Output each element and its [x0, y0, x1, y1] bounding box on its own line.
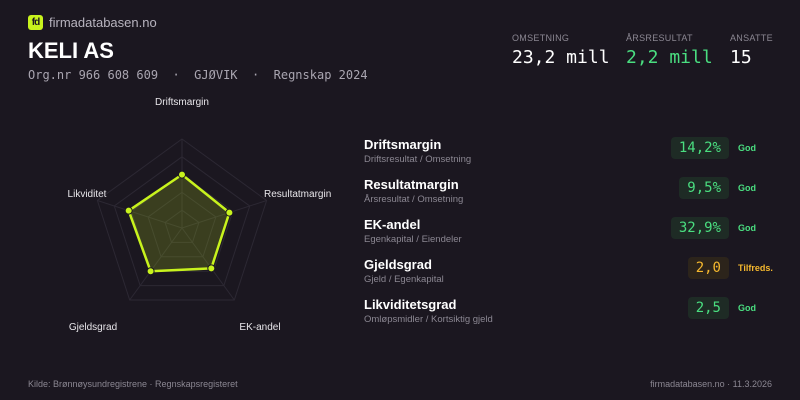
- kpi-value: 15: [730, 47, 752, 68]
- kpi-ansatte: ANSATTE 15: [730, 33, 773, 68]
- metric-name: EK-andel: [364, 217, 421, 232]
- radar-axis-label: Resultatmargin: [264, 189, 331, 200]
- metric-value-badge: 9,5%: [679, 177, 729, 199]
- metric-value-badge: 2,5: [687, 297, 729, 319]
- radar-axis-label: Driftsmargin: [155, 97, 209, 108]
- radar-grid-ring: [147, 191, 217, 258]
- radar-grid-ring: [96, 138, 268, 301]
- radar-spoke: [97, 200, 183, 229]
- radar-grid-ring: [130, 173, 234, 272]
- kpi-omsetning: OMSETNING 23,2 mill: [512, 33, 610, 68]
- radar-axis-label: Gjeldsgrad: [69, 322, 117, 333]
- metric-status: Tilfreds.: [738, 263, 773, 273]
- footer-site: firmadatabasen.no · 11.3.2026: [650, 379, 772, 389]
- radar-axis-label: EK-andel: [239, 322, 280, 333]
- metric-status: God: [738, 143, 756, 153]
- kpi-label: ANSATTE: [730, 33, 773, 43]
- radar-point: [146, 267, 155, 276]
- radar-point: [178, 170, 186, 179]
- radar-grid-ring: [113, 156, 251, 287]
- metric-formula: Egenkapital / Eiendeler: [364, 234, 462, 245]
- metric-formula: Omløpsmidler / Kortsiktig gjeld: [364, 314, 493, 325]
- metric-value-badge: 2,0: [687, 257, 729, 279]
- radar-spoke: [129, 227, 183, 301]
- metric-status: God: [738, 223, 756, 233]
- company-name: KELI AS: [28, 38, 114, 63]
- metric-name: Gjeldsgrad: [364, 257, 432, 272]
- metric-value-badge: 32,9%: [670, 217, 729, 239]
- radar-point: [207, 264, 216, 273]
- kpi-label: ÅRSRESULTAT: [626, 33, 693, 43]
- radar-spoke: [181, 200, 267, 229]
- kpi-arsresultat: ÅRSRESULTAT 2,2 mill: [626, 33, 713, 68]
- kpi-value: 2,2 mill: [626, 47, 713, 68]
- radar-spoke: [181, 227, 235, 301]
- metric-row: EK-andel Egenkapital / Eiendeler 32,9% G…: [364, 217, 784, 251]
- kpi-value: 23,2 mill: [512, 47, 610, 68]
- metric-status: God: [738, 183, 756, 193]
- radar-axis-label: Likviditet: [68, 189, 107, 200]
- radar-point: [124, 206, 133, 215]
- metric-value-badge: 14,2%: [670, 137, 729, 159]
- metric-formula: Driftsresultat / Omsetning: [364, 154, 472, 165]
- metric-status: God: [738, 303, 756, 313]
- metric-row: Resultatmargin Årsresultat / Omsetning 9…: [364, 177, 784, 211]
- metric-name: Resultatmargin: [364, 177, 459, 192]
- metric-row: Likviditetsgrad Omløpsmidler / Kortsikti…: [364, 297, 784, 331]
- metric-row: Driftsmargin Driftsresultat / Omsetning …: [364, 137, 784, 171]
- metric-name: Likviditetsgrad: [364, 297, 457, 312]
- radar-chart: Driftsmargin Resultatmargin EK-andel Gjelds…: [68, 97, 332, 333]
- radar-series-area: [127, 173, 231, 273]
- footer-source: Kilde: Brønnøysundregistrene · Regnskaps…: [28, 379, 238, 389]
- brand-name[interactable]: firmadatabasen.no: [49, 15, 157, 30]
- metric-name: Driftsmargin: [364, 137, 442, 152]
- company-subtitle: Org.nr 966 608 609 · GJØVIK · Regnskap 2…: [28, 68, 368, 82]
- metric-formula: Gjeld / Egenkapital: [364, 274, 444, 285]
- logo-icon: fd: [28, 15, 43, 30]
- metric-formula: Årsresultat / Omsetning: [364, 194, 464, 205]
- kpi-label: OMSETNING: [512, 33, 570, 43]
- radar-grid-ring: [164, 209, 200, 243]
- radar-point: [225, 208, 234, 217]
- metric-row: Gjeldsgrad Gjeld / Egenkapital 2,0 Tilfr…: [364, 257, 784, 291]
